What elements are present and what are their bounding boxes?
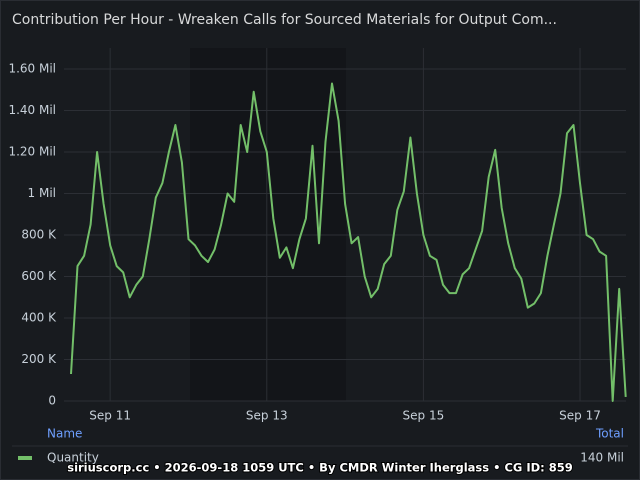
- y-tick-label: 600 K: [21, 269, 57, 283]
- y-tick-label: 1.20 Mil: [8, 145, 56, 159]
- legend-name: Quantity: [47, 451, 99, 465]
- x-tick-label: Sep 17: [559, 409, 601, 423]
- time-region: [190, 48, 346, 401]
- x-tick-label: Sep 13: [246, 409, 288, 423]
- y-tick-label: 400 K: [21, 311, 57, 325]
- y-tick-label: 800 K: [21, 228, 57, 242]
- legend-total: 140 Mil: [580, 451, 624, 465]
- x-tick-label: Sep 15: [403, 409, 445, 423]
- y-tick-label: 1.40 Mil: [8, 103, 56, 117]
- y-tick-label: 0: [48, 394, 56, 408]
- y-tick-label: 1 Mil: [28, 186, 56, 200]
- y-tick-label: 200 K: [21, 352, 57, 366]
- legend-header-total: Total: [595, 427, 624, 441]
- y-tick-label: 1.60 Mil: [8, 62, 56, 76]
- legend-header-name: Name: [47, 427, 82, 441]
- series-line: [70, 82, 627, 402]
- footer: siriuscorp.cc • 2026-09-18 1059 UTC • By…: [67, 461, 573, 475]
- chart-title: Contribution Per Hour - Wreaken Calls fo…: [12, 12, 557, 28]
- x-tick-label: Sep 11: [89, 409, 131, 423]
